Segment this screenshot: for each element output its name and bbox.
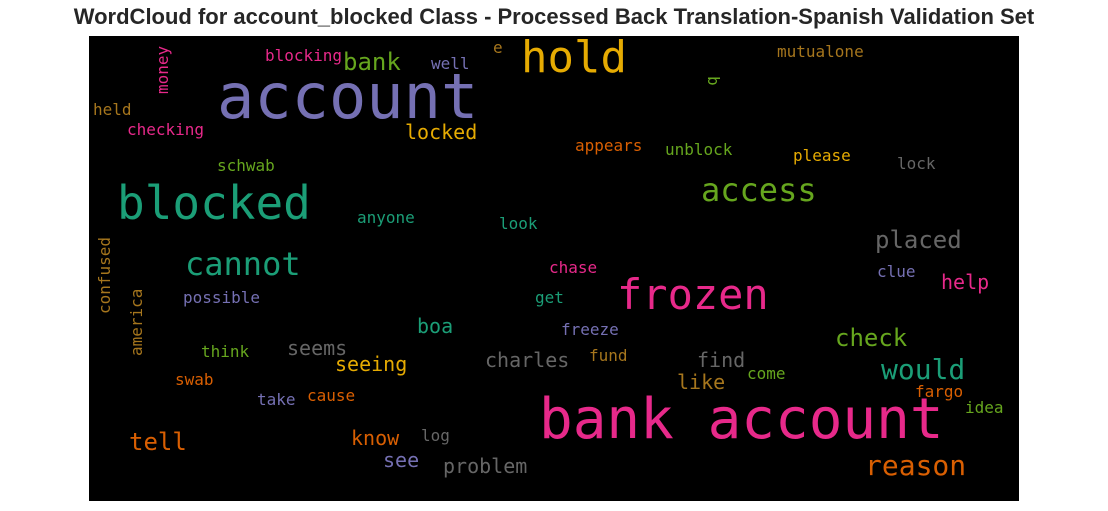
word-appears: appears: [575, 136, 643, 155]
word-find: find: [697, 348, 746, 372]
word-think: think: [201, 342, 250, 361]
word-access: access: [701, 171, 817, 209]
word-money: money: [153, 45, 172, 94]
word-see: see: [383, 448, 420, 472]
word-frozen: frozen: [617, 270, 769, 319]
word-get: get: [535, 288, 564, 307]
word-schwab: schwab: [217, 156, 275, 175]
word-seems: seems: [287, 336, 348, 360]
word-possible: possible: [183, 288, 261, 307]
word-blocked: blocked: [117, 176, 311, 230]
word-hold: hold: [521, 36, 627, 83]
word-charles: charles: [485, 348, 570, 372]
word-reason: reason: [865, 449, 967, 482]
word-held: held: [93, 100, 132, 119]
word-anyone: anyone: [357, 208, 415, 227]
word-problem: problem: [443, 454, 528, 478]
word-swab: swab: [175, 370, 214, 389]
word-check: check: [835, 324, 908, 352]
word-like: like: [677, 370, 726, 394]
word-chase: chase: [549, 258, 598, 277]
word-unblock: unblock: [665, 140, 733, 159]
word-fund: fund: [589, 346, 628, 365]
word-come: come: [747, 364, 786, 383]
word-lock: lock: [897, 154, 936, 173]
word-clue: clue: [877, 262, 916, 281]
word-would: would: [881, 353, 966, 386]
word-help: help: [941, 270, 990, 294]
word-e: e: [493, 38, 503, 57]
word-log: log: [421, 426, 450, 445]
word-cause: cause: [307, 386, 356, 405]
word-bank: bank: [343, 48, 401, 76]
word-checking: checking: [127, 120, 205, 139]
word-cannot: cannot: [185, 245, 301, 283]
word-b: b: [704, 76, 723, 86]
wordcloud-canvas: account bank account hold blocked frozen…: [89, 36, 1019, 501]
word-placed: placed: [875, 226, 962, 254]
word-mutualone: mutualone: [777, 42, 864, 61]
word-take: take: [257, 390, 296, 409]
word-seeing: seeing: [335, 352, 408, 376]
word-blocking: blocking: [265, 46, 343, 65]
word-locked: locked: [405, 120, 478, 144]
word-know: know: [351, 426, 400, 450]
word-look: look: [499, 214, 538, 233]
word-fargo: fargo: [915, 382, 964, 401]
word-well: well: [431, 54, 470, 73]
word-confused: confused: [95, 236, 114, 314]
word-freeze: freeze: [561, 320, 619, 339]
word-account: account: [217, 60, 479, 133]
word-boa: boa: [417, 314, 454, 338]
word-bank-account: bank account: [539, 387, 944, 452]
chart-title: WordCloud for account_blocked Class - Pr…: [73, 4, 1035, 29]
word-idea: idea: [965, 398, 1004, 417]
word-america: america: [127, 288, 146, 356]
word-tell: tell: [129, 428, 187, 456]
word-please: please: [793, 146, 851, 165]
